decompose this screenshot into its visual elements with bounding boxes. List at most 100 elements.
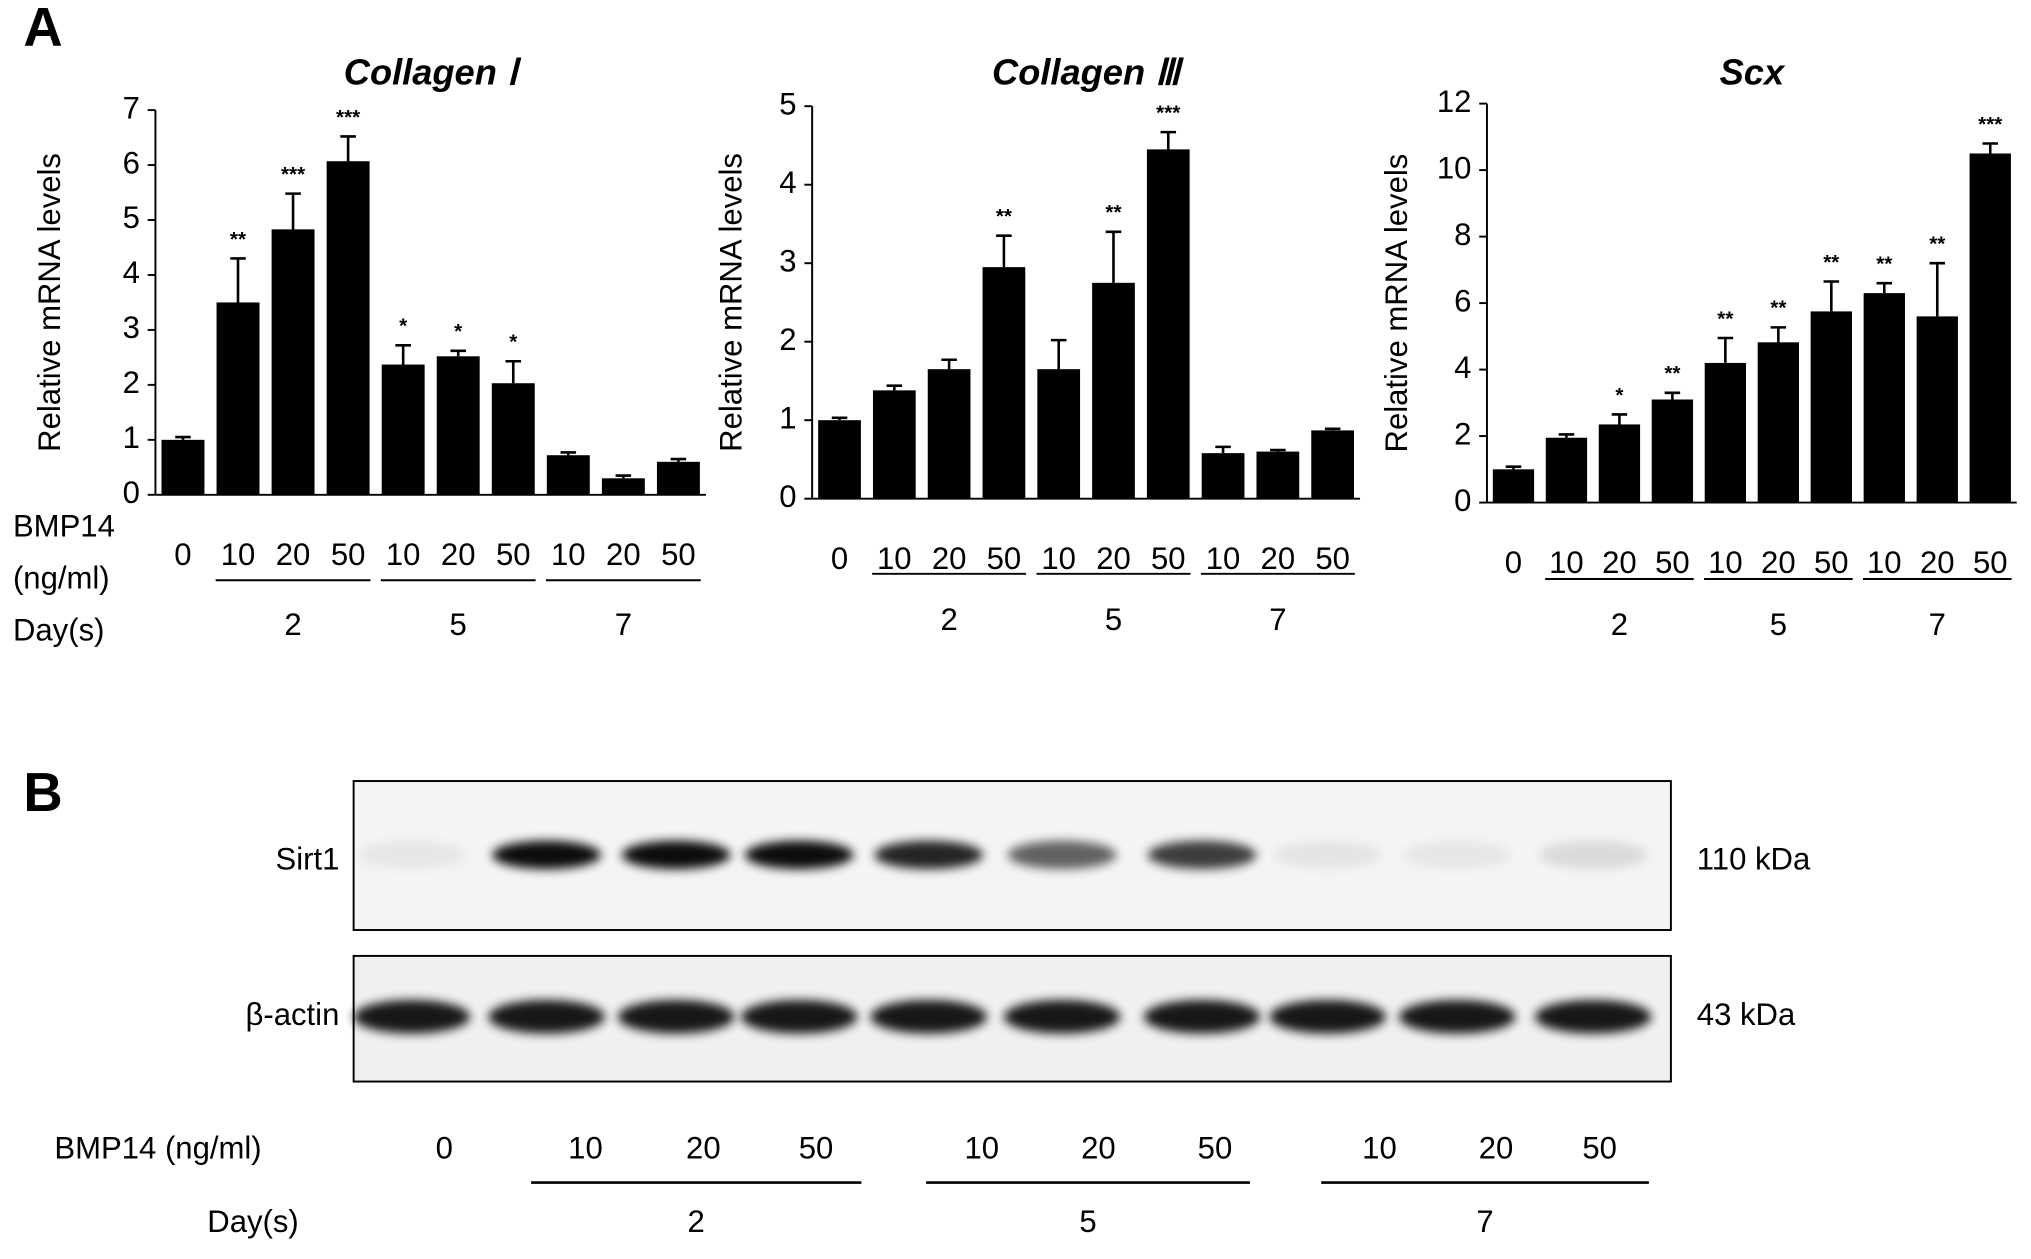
chart-title: Collagen Ⅰ (344, 52, 522, 93)
bar (1810, 311, 1852, 503)
day-label: 5 (450, 607, 467, 642)
y-tick-label: 4 (123, 255, 140, 290)
blot-band (621, 840, 731, 870)
error-bar (505, 359, 522, 384)
significance: *** (1978, 113, 2003, 136)
error-bar (1270, 448, 1286, 452)
panel-label: A (23, 0, 62, 57)
y-tick-label: 4 (1454, 350, 1471, 385)
lane-label: 10 (1362, 1130, 1397, 1165)
blot-band (1147, 840, 1257, 870)
y-tick-label: 4 (779, 165, 796, 200)
bar (271, 229, 315, 495)
bar (1598, 424, 1641, 503)
day-label: 2 (688, 1204, 705, 1239)
blot-band (617, 999, 735, 1034)
lane-label: 20 (1081, 1130, 1116, 1165)
x-tick-label: 50 (496, 537, 531, 572)
blot-band (1269, 999, 1386, 1034)
significance: ** (1770, 297, 1787, 320)
day-label: 5 (1105, 602, 1122, 637)
bar (326, 161, 370, 495)
x-tick-label: 50 (1655, 545, 1690, 580)
x-tick-label: 10 (386, 537, 421, 572)
error-bar (1611, 413, 1628, 425)
significance: *** (281, 163, 306, 186)
significance: * (454, 320, 463, 343)
significance: ** (996, 205, 1013, 228)
bar (161, 439, 205, 495)
bar (1146, 149, 1190, 499)
blot-band (1534, 999, 1652, 1034)
error-bar (831, 416, 848, 421)
bar (1311, 430, 1355, 499)
bar (1704, 362, 1747, 503)
error-bar (1050, 338, 1067, 370)
blot-band (357, 840, 467, 870)
y-tick-label: 3 (779, 243, 796, 278)
significance: * (509, 331, 518, 354)
bar (1757, 342, 1800, 503)
bar (491, 383, 535, 495)
bar (1545, 437, 1588, 503)
day-label: 7 (615, 607, 632, 642)
error-bar (1215, 445, 1231, 454)
error-bar (340, 135, 356, 162)
blot-band (1538, 840, 1648, 870)
error-bar (285, 192, 301, 230)
day-label: Day(s) (207, 1204, 299, 1239)
error-bar (560, 451, 577, 456)
bar (601, 478, 645, 495)
x-tick-label: 10 (1867, 545, 1902, 580)
lane-label: 10 (965, 1130, 1000, 1165)
bar (818, 420, 861, 499)
bar (1863, 293, 1905, 503)
day-label: 5 (1079, 1204, 1096, 1239)
bar (546, 455, 590, 495)
x-tick-label: 10 (1041, 541, 1076, 576)
day-label: 2 (940, 602, 957, 637)
y-tick-label: 1 (779, 400, 796, 435)
blot-band (1143, 999, 1261, 1034)
x-tick-label: 0 (174, 537, 191, 572)
error-bar (996, 234, 1012, 268)
x-tick-label: 20 (1761, 545, 1796, 580)
y-tick-label: 0 (1454, 483, 1471, 518)
bar (1092, 282, 1135, 499)
lane-label: 20 (686, 1130, 721, 1165)
protein-label: Sirt1 (275, 842, 339, 877)
error-bar (1876, 281, 1893, 294)
x-tick-label: 20 (1602, 545, 1637, 580)
error-bar (395, 344, 411, 365)
blot-band (744, 840, 854, 870)
dose-label: BMP14 (ng/ml) (54, 1130, 261, 1165)
significance: ** (1664, 362, 1681, 385)
significance: *** (1156, 101, 1181, 124)
x-tick-label: 50 (331, 537, 366, 572)
bar (1651, 399, 1694, 503)
day-label: 2 (284, 607, 301, 642)
blot-band (488, 999, 605, 1034)
lane-label: 10 (568, 1130, 603, 1165)
x-tick-label: 50 (661, 537, 696, 572)
x-tick-label: 50 (1315, 541, 1350, 576)
significance: * (1615, 384, 1624, 407)
day-label: 5 (1770, 607, 1787, 642)
panel-label: B (23, 762, 62, 823)
x-tick-label: 50 (1814, 545, 1849, 580)
error-bar (886, 384, 903, 391)
x-tick-label: 50 (1151, 541, 1186, 576)
size-label: 43 kDa (1697, 997, 1796, 1032)
x-tick-label: 20 (1096, 541, 1131, 576)
protein-label: β-actin (245, 997, 339, 1032)
day-label: 7 (1929, 607, 1946, 642)
size-label: 110 kDa (1697, 842, 1811, 877)
lane-label: 50 (1198, 1130, 1233, 1165)
bar (982, 267, 1026, 499)
significance: ** (1717, 307, 1734, 330)
bar (216, 302, 260, 495)
error-bar (1105, 230, 1122, 283)
day-label: 2 (1611, 607, 1628, 642)
x-tick-label: 10 (221, 537, 256, 572)
